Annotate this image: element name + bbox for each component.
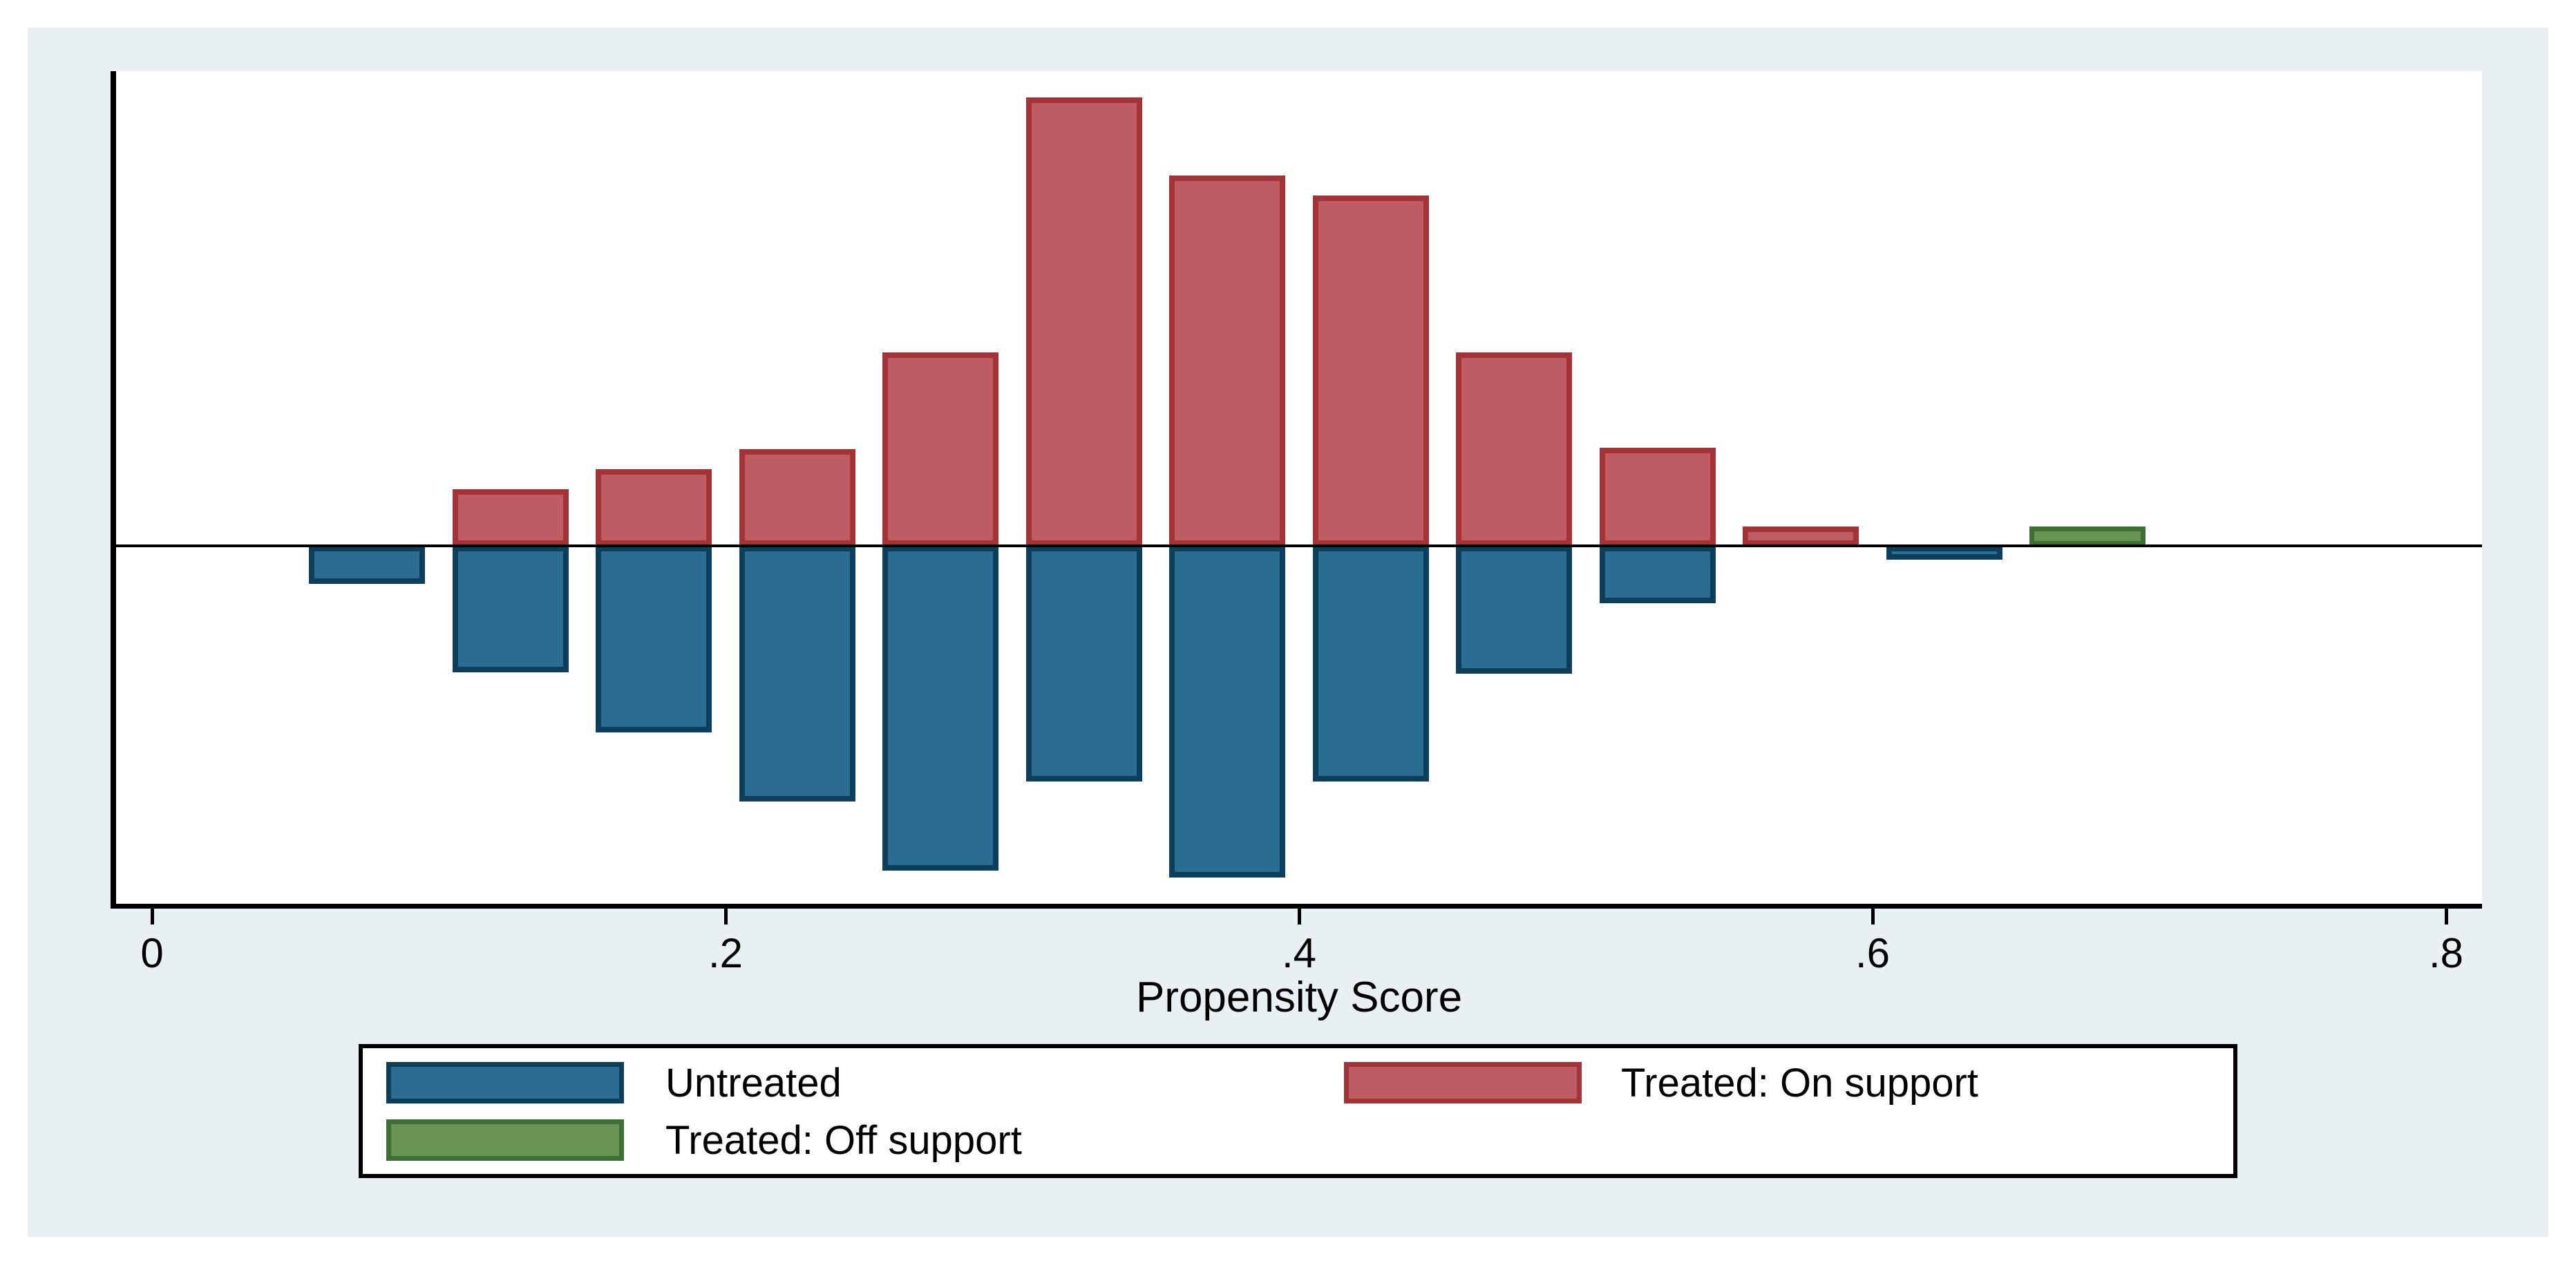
legend-label-treated_off: Treated: Off support: [665, 1118, 1022, 1163]
bar-treated-on-bin-9: [1600, 448, 1716, 546]
bar-treated-on-bin-10: [1743, 527, 1859, 546]
zero-baseline: [116, 544, 2482, 547]
bar-untreated-bin-5: [1026, 546, 1142, 781]
x-tick-mark-0: [151, 907, 154, 925]
y-axis-line: [111, 71, 116, 909]
x-tick-mark-.6: [1871, 907, 1875, 925]
bar-treated-on-bin-4: [882, 352, 998, 546]
bar-treated-on-bin-1: [453, 489, 569, 546]
x-tick-label-.8: .8: [2428, 930, 2464, 976]
legend: Untreated Treated: On support Treated: Off…: [359, 1044, 2237, 1178]
x-tick-label-.2: .2: [708, 930, 744, 976]
legend-swatch-treated_on: [1344, 1062, 1582, 1103]
bar-untreated-bin-9: [1600, 546, 1716, 603]
bar-untreated-bin-0: [309, 546, 425, 584]
legend-swatch-untreated: [386, 1062, 624, 1103]
x-tick-label-.4: .4: [1281, 930, 1317, 976]
x-tick-label-.6: .6: [1855, 930, 1891, 976]
x-axis-title: Propensity Score: [1135, 974, 1463, 1021]
bar-treated-on-bin-7: [1313, 196, 1429, 546]
x-tick-mark-.2: [724, 907, 728, 925]
plot-area: [116, 71, 2482, 907]
bar-untreated-bin-2: [596, 546, 712, 732]
bar-untreated-bin-8: [1456, 546, 1572, 674]
bar-untreated-bin-3: [739, 546, 855, 802]
bar-untreated-bin-7: [1313, 546, 1429, 781]
bar-treated-on-bin-5: [1026, 97, 1142, 546]
bar-treated-on-bin-2: [596, 469, 712, 546]
bar-treated-off-bin-12: [2029, 527, 2146, 546]
x-tick-label-0: 0: [140, 930, 164, 976]
bar-untreated-bin-1: [453, 546, 569, 672]
x-tick-mark-.4: [1298, 907, 1301, 925]
bar-treated-on-bin-6: [1169, 176, 1285, 546]
x-tick-mark-.8: [2445, 907, 2448, 925]
bar-untreated-bin-11: [1886, 546, 2002, 560]
legend-label-untreated: Untreated: [665, 1061, 842, 1106]
legend-label-treated_on: Treated: On support: [1621, 1061, 1978, 1106]
x-axis-line: [111, 904, 2482, 909]
bar-treated-on-bin-8: [1456, 352, 1572, 546]
bar-untreated-bin-4: [882, 546, 998, 871]
bar-treated-on-bin-3: [739, 449, 855, 546]
bar-untreated-bin-6: [1169, 546, 1285, 878]
legend-swatch-treated_off: [386, 1119, 624, 1161]
